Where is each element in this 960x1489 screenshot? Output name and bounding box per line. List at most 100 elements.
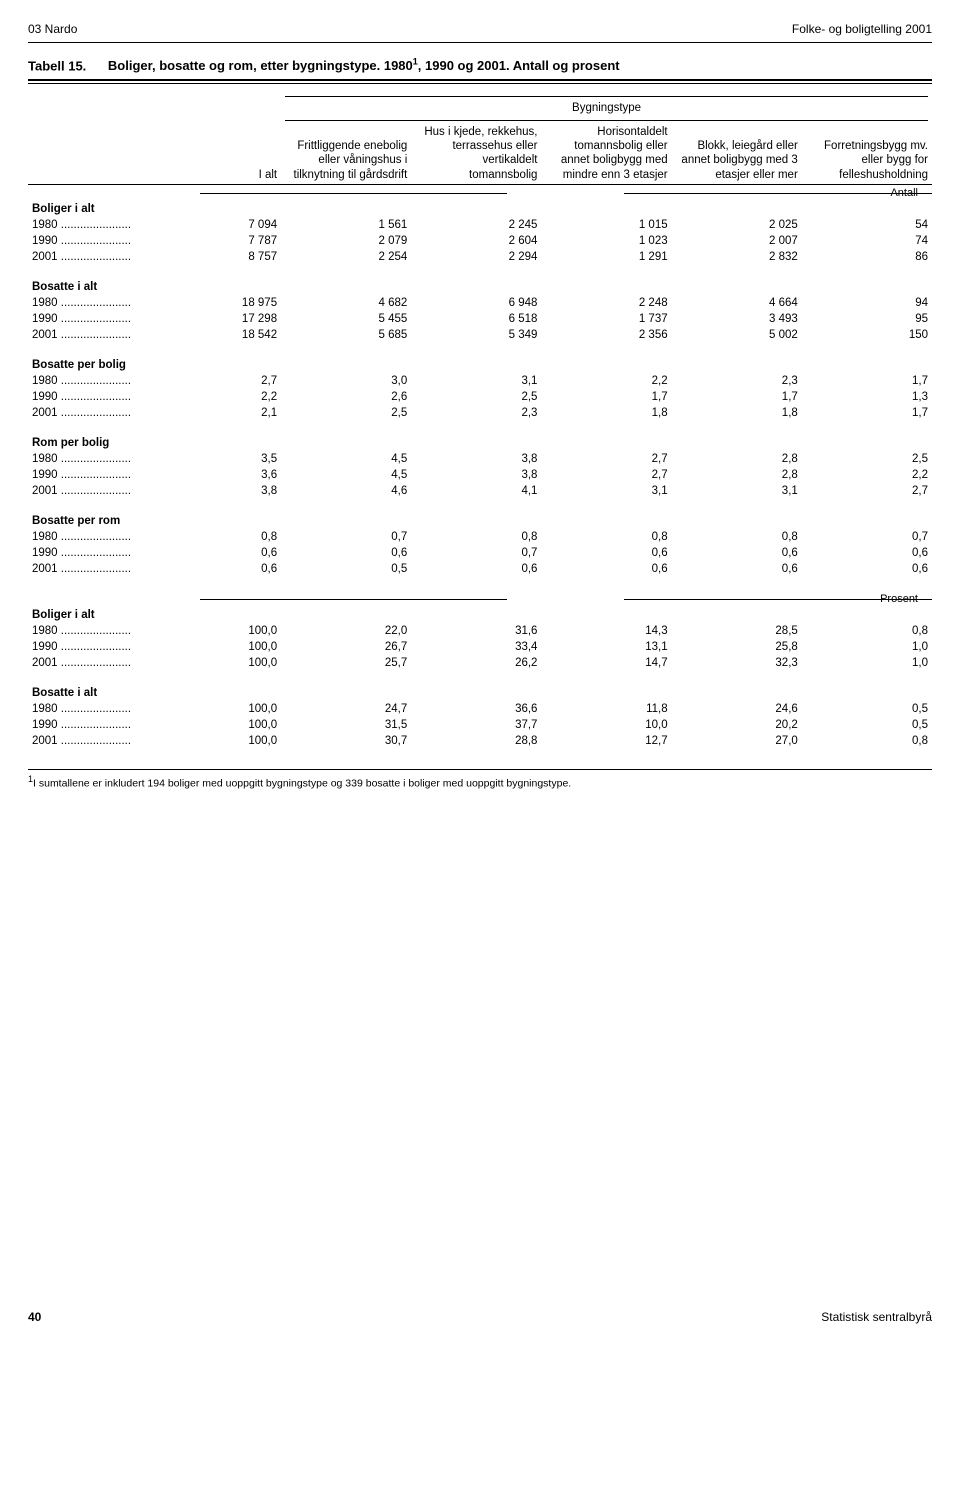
section-heading: Bosatte i alt	[28, 279, 932, 295]
cell: 14,7	[541, 655, 671, 671]
row-label: 1980 ......................	[28, 295, 200, 311]
cell: 2,2	[802, 467, 932, 483]
cell: 2,2	[200, 389, 281, 405]
cell: 3,8	[200, 483, 281, 499]
section-heading: Boliger i alt	[28, 607, 932, 623]
cell: 24,6	[672, 701, 802, 717]
row-label: 1990 ......................	[28, 389, 200, 405]
cell: 0,8	[541, 529, 671, 545]
cell: 32,3	[672, 655, 802, 671]
cell: 18 975	[200, 295, 281, 311]
table-row: 1990 ......................2,22,62,51,71…	[28, 389, 932, 405]
cell: 100,0	[200, 655, 281, 671]
row-label: 2001 ......................	[28, 655, 200, 671]
table-row: 2001 ......................18 5425 6855 …	[28, 327, 932, 343]
cell: 2 025	[672, 217, 802, 233]
cell: 2 356	[541, 327, 671, 343]
row-label: 1980 ......................	[28, 529, 200, 545]
cell: 25,7	[281, 655, 411, 671]
cell: 2 245	[411, 217, 541, 233]
cell: 74	[802, 233, 932, 249]
cell: 0,7	[411, 545, 541, 561]
data-table: Bygningstype I alt Frittliggende eneboli…	[28, 94, 932, 763]
cell: 0,7	[281, 529, 411, 545]
cell: 3,1	[541, 483, 671, 499]
cell: 20,2	[672, 717, 802, 733]
cell: 4,6	[281, 483, 411, 499]
cell: 0,8	[200, 529, 281, 545]
cell: 6 518	[411, 311, 541, 327]
cell: 0,6	[200, 561, 281, 577]
cell: 7 094	[200, 217, 281, 233]
title-rule-thick	[28, 79, 932, 81]
cell: 1,0	[802, 655, 932, 671]
header-right: Folke- og boligtelling 2001	[792, 22, 932, 36]
cell: 2 254	[281, 249, 411, 265]
table-bottom-rule	[28, 769, 932, 770]
table-row: 1990 ......................3,64,53,82,72…	[28, 467, 932, 483]
footnote: 1I sumtallene er inkludert 194 boliger m…	[28, 774, 932, 790]
group-header: Bygningstype	[285, 96, 928, 120]
group-header-cell: Bygningstype	[281, 94, 932, 122]
cell: 0,6	[672, 561, 802, 577]
cell: 2 079	[281, 233, 411, 249]
cell: 12,7	[541, 733, 671, 749]
table-row: 1990 ......................100,031,537,7…	[28, 717, 932, 733]
cell: 2,3	[411, 405, 541, 421]
cell: 26,7	[281, 639, 411, 655]
col-head-1: Frittliggende enebolig eller våningshus …	[281, 123, 411, 185]
cell: 1 023	[541, 233, 671, 249]
cell: 2,8	[672, 451, 802, 467]
row-label: 1990 ......................	[28, 233, 200, 249]
cell: 4 664	[672, 295, 802, 311]
cell: 31,5	[281, 717, 411, 733]
row-label: 2001 ......................	[28, 327, 200, 343]
cell: 2,3	[672, 373, 802, 389]
cell: 1,3	[802, 389, 932, 405]
cell: 100,0	[200, 701, 281, 717]
table-row: 1980 ......................3,54,53,82,72…	[28, 451, 932, 467]
cell: 2,7	[200, 373, 281, 389]
split-label: Antall	[200, 185, 932, 202]
cell: 28,5	[672, 623, 802, 639]
cell: 18 542	[200, 327, 281, 343]
cell: 54	[802, 217, 932, 233]
cell: 6 948	[411, 295, 541, 311]
cell: 8 757	[200, 249, 281, 265]
row-label: 1990 ......................	[28, 639, 200, 655]
row-label: 2001 ......................	[28, 733, 200, 749]
page-number: 40	[28, 1310, 41, 1324]
cell: 0,6	[541, 545, 671, 561]
cell: 14,3	[541, 623, 671, 639]
table-row: 1980 ......................7 0941 5612 2…	[28, 217, 932, 233]
cell: 3 493	[672, 311, 802, 327]
cell: 1 737	[541, 311, 671, 327]
table-row: 2001 ......................0,60,50,60,60…	[28, 561, 932, 577]
table-row: 1990 ......................100,026,733,4…	[28, 639, 932, 655]
cell: 7 787	[200, 233, 281, 249]
cell: 100,0	[200, 733, 281, 749]
row-label: 1990 ......................	[28, 717, 200, 733]
row-label: 1990 ......................	[28, 467, 200, 483]
cell: 2,7	[541, 451, 671, 467]
split-label: Prosent	[200, 591, 932, 607]
cell: 0,8	[802, 733, 932, 749]
cell: 1,7	[541, 389, 671, 405]
table-title-text: Boliger, bosatte og rom, etter bygningst…	[108, 58, 620, 73]
cell: 100,0	[200, 639, 281, 655]
row-label: 1990 ......................	[28, 311, 200, 327]
cell: 100,0	[200, 623, 281, 639]
cell: 25,8	[672, 639, 802, 655]
cell: 2,7	[802, 483, 932, 499]
cell: 0,6	[672, 545, 802, 561]
cell: 3,8	[411, 451, 541, 467]
col-head-3: Horisontaldelt tomannsbolig eller annet …	[541, 123, 671, 185]
cell: 3,8	[411, 467, 541, 483]
cell: 0,6	[541, 561, 671, 577]
cell: 2 604	[411, 233, 541, 249]
cell: 5 002	[672, 327, 802, 343]
cell: 100,0	[200, 717, 281, 733]
cell: 13,1	[541, 639, 671, 655]
cell: 37,7	[411, 717, 541, 733]
row-label: 2001 ......................	[28, 483, 200, 499]
